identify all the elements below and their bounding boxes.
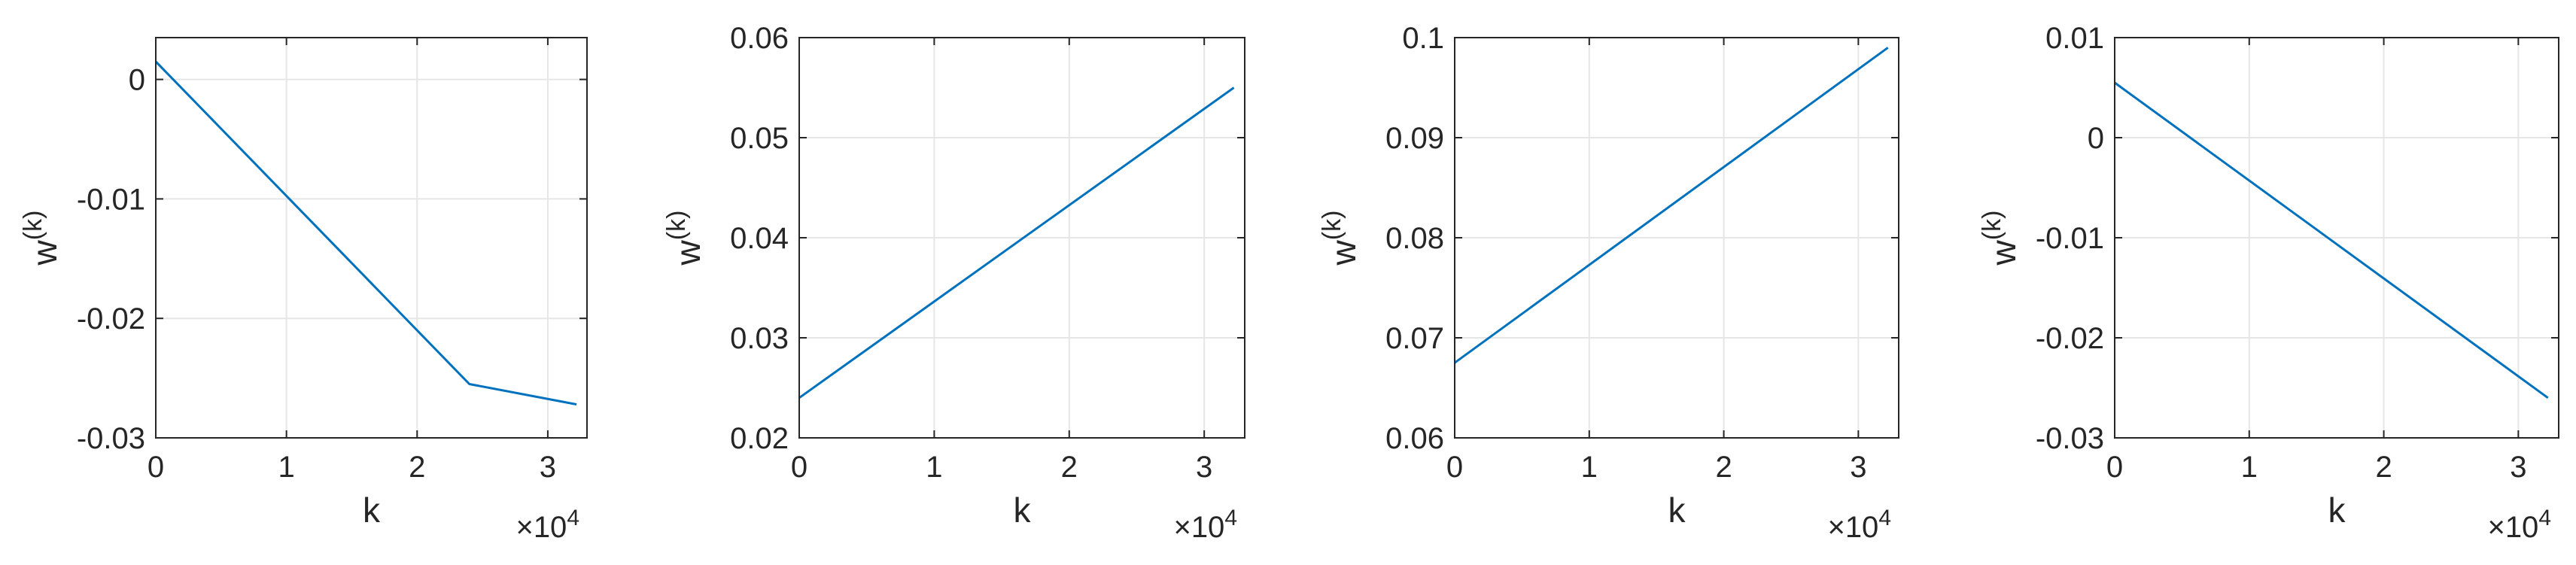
x-multiplier-label: ×104: [1173, 506, 1237, 544]
chart-panel-4: 0 1 2 3 -0.03 -0.02 -0.01 0 0.01 k ×104 w(k): [1978, 22, 2559, 544]
data-line: [154, 60, 577, 406]
y-axis-label: w(k): [1318, 211, 1363, 266]
x-multiplier-exponent: 4: [567, 506, 579, 530]
x-tick-label: 3: [540, 451, 556, 484]
y-axis-label-base: w: [668, 239, 707, 266]
y-tick-label: -0.02: [2036, 322, 2104, 355]
x-multiplier-label: ×104: [2487, 506, 2551, 544]
axes-box: [155, 37, 588, 439]
y-axis-label: w(k): [1978, 211, 2023, 266]
x-tick-label: 2: [1061, 451, 1078, 484]
y-tick-label: -0.03: [2036, 422, 2104, 455]
x-tick-label: 3: [2510, 451, 2526, 484]
chart-panel-1: 0 1 2 3 -0.03 -0.02 -0.01 0 k ×104 w(k): [19, 37, 588, 544]
y-tick-label: -0.02: [77, 302, 145, 336]
y-tick-label: 0.1: [1402, 22, 1444, 55]
x-tick-label: 0: [148, 451, 164, 484]
y-axis-label-base: w: [25, 239, 64, 266]
y-axis-label-superscript: (k): [19, 211, 47, 241]
y-axis-label-superscript: (k): [662, 211, 691, 241]
data-line: [1454, 47, 1889, 364]
x-tick-label: 3: [1850, 451, 1866, 484]
y-tick-label: 0.02: [730, 422, 789, 455]
x-axis-label: k: [1668, 491, 1686, 530]
x-tick-label: 2: [1715, 451, 1732, 484]
x-tick-label: 3: [1196, 451, 1212, 484]
x-multiplier-label: ×104: [516, 506, 579, 544]
y-axis-label-superscript: (k): [1318, 211, 1346, 241]
x-multiplier-exponent: 4: [1878, 506, 1891, 530]
y-tick-label: -0.01: [77, 183, 145, 216]
y-axis-label: w(k): [662, 211, 707, 266]
x-axis-label: k: [1014, 491, 1032, 530]
y-tick-label: -0.03: [77, 422, 145, 455]
y-tick-label: 0.08: [1385, 222, 1444, 255]
y-tick-label: 0: [129, 64, 145, 97]
y-tick-label: 0.01: [2045, 22, 2104, 55]
chart-panel-2: 0 1 2 3 0.02 0.03 0.04 0.05 0.06 k ×104 w(k): [662, 22, 1245, 544]
y-tick-label: 0.06: [1385, 422, 1444, 455]
x-tick-label: 0: [791, 451, 807, 484]
y-tick-label: 0.05: [730, 122, 789, 155]
y-tick-label: 0.07: [1385, 322, 1444, 355]
x-tick-label: 0: [2106, 451, 2123, 484]
y-axis-label-base: w: [1984, 239, 2023, 266]
y-tick-label: 0: [2088, 122, 2104, 155]
chart-panel-3: 0 1 2 3 0.06 0.07 0.08 0.09 0.1 k ×104 w(k): [1318, 22, 1899, 544]
x-multiplier-label: ×104: [1827, 506, 1891, 544]
y-tick-label: 0.04: [730, 222, 789, 255]
data-line: [2114, 81, 2549, 399]
x-tick-label: 2: [409, 451, 425, 484]
x-tick-label: 1: [926, 451, 942, 484]
x-tick-label: 1: [2241, 451, 2258, 484]
y-tick-label: 0.06: [730, 22, 789, 55]
data-line: [798, 87, 1235, 399]
y-axis-label-base: w: [1324, 239, 1363, 266]
x-axis-label: k: [2328, 491, 2346, 530]
x-tick-label: 2: [2375, 451, 2392, 484]
x-tick-label: 1: [1581, 451, 1598, 484]
x-axis-label: k: [363, 491, 381, 530]
y-axis-label-superscript: (k): [1978, 211, 2006, 241]
y-axis-label: w(k): [19, 211, 64, 266]
x-multiplier-exponent: 4: [2538, 506, 2551, 530]
x-tick-label: 0: [1446, 451, 1463, 484]
x-tick-label: 1: [278, 451, 295, 484]
y-tick-label: 0.03: [730, 322, 789, 355]
x-multiplier-exponent: 4: [1224, 506, 1237, 530]
y-tick-label: -0.01: [2036, 222, 2104, 255]
y-tick-label: 0.09: [1385, 122, 1444, 155]
